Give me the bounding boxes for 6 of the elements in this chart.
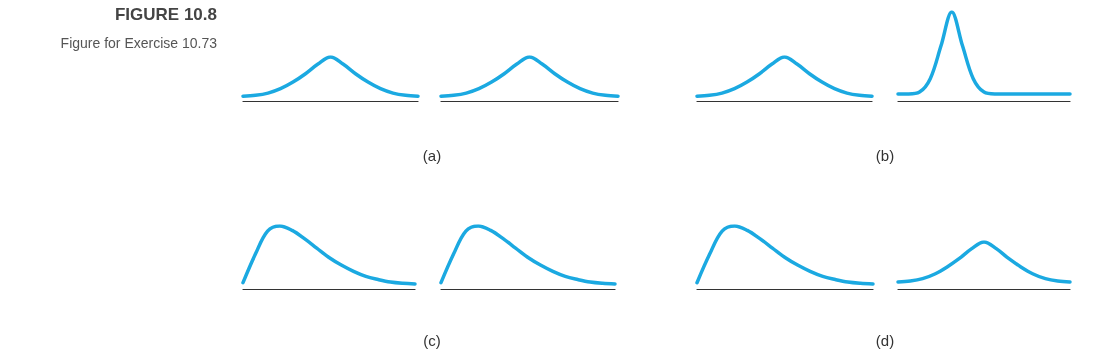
x-axis-title: (d) bbox=[875, 331, 895, 349]
x-axis-title: (a) bbox=[422, 146, 442, 164]
chart-title: FIGURE 10.8 bbox=[114, 5, 217, 24]
x-axis-title: (b) bbox=[875, 146, 895, 164]
x-axis-title: (c) bbox=[423, 331, 441, 349]
chart-subtitle: Figure for Exercise 10.73 bbox=[60, 35, 218, 51]
